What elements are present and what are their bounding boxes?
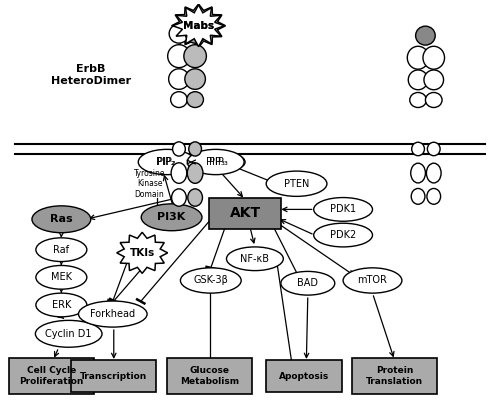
Ellipse shape (314, 223, 372, 247)
Ellipse shape (281, 271, 335, 295)
Text: Cell Cycle
Proliferation: Cell Cycle Proliferation (20, 366, 84, 386)
Text: Raf: Raf (54, 245, 70, 255)
Ellipse shape (36, 238, 87, 262)
Ellipse shape (36, 320, 102, 347)
Text: PTEN: PTEN (284, 179, 309, 189)
Ellipse shape (428, 142, 440, 156)
Text: mTOR: mTOR (358, 276, 388, 285)
Ellipse shape (184, 45, 206, 68)
Polygon shape (172, 5, 225, 47)
Ellipse shape (141, 204, 202, 231)
Ellipse shape (171, 163, 187, 183)
Text: Mabs: Mabs (183, 21, 214, 31)
Text: ErbB
HeteroDimer: ErbB HeteroDimer (50, 64, 131, 86)
Text: BAD: BAD (298, 278, 318, 288)
Ellipse shape (36, 266, 87, 289)
Ellipse shape (408, 46, 429, 69)
Ellipse shape (32, 206, 91, 233)
Text: PIP₃: PIP₃ (208, 157, 228, 167)
Ellipse shape (427, 189, 440, 204)
Ellipse shape (416, 26, 435, 45)
Ellipse shape (172, 142, 186, 156)
Text: Apoptosis: Apoptosis (279, 372, 329, 380)
Ellipse shape (188, 163, 203, 183)
Ellipse shape (426, 163, 441, 183)
Ellipse shape (426, 93, 442, 108)
Ellipse shape (170, 92, 188, 108)
Text: Protein
Translation: Protein Translation (366, 366, 423, 386)
Text: Mabs: Mabs (183, 21, 214, 31)
Text: GSK-3β: GSK-3β (194, 276, 228, 285)
Ellipse shape (187, 92, 204, 108)
Polygon shape (116, 232, 168, 273)
Text: ERK: ERK (52, 300, 71, 310)
Ellipse shape (139, 152, 192, 172)
Ellipse shape (185, 69, 206, 89)
Ellipse shape (169, 24, 189, 43)
Text: PIP₃: PIP₃ (206, 157, 225, 167)
Ellipse shape (172, 189, 186, 206)
Ellipse shape (424, 70, 444, 90)
Ellipse shape (168, 45, 190, 68)
FancyBboxPatch shape (167, 358, 252, 394)
Ellipse shape (412, 142, 424, 156)
Ellipse shape (186, 24, 205, 43)
Text: Tyrosine
Kinase
Domain: Tyrosine Kinase Domain (134, 169, 166, 199)
Ellipse shape (189, 142, 202, 156)
Text: NF-κB: NF-κB (240, 254, 270, 264)
FancyBboxPatch shape (9, 358, 94, 394)
Text: PDK2: PDK2 (330, 230, 356, 240)
FancyBboxPatch shape (266, 360, 342, 392)
Ellipse shape (408, 70, 428, 90)
Text: PIP₂: PIP₂ (158, 157, 176, 167)
Ellipse shape (226, 247, 283, 271)
Ellipse shape (410, 163, 426, 183)
Ellipse shape (314, 197, 372, 221)
Ellipse shape (423, 46, 444, 69)
Text: Forkhead: Forkhead (90, 309, 136, 319)
Polygon shape (172, 4, 226, 48)
Text: PIP₂: PIP₂ (156, 157, 175, 167)
Ellipse shape (266, 171, 327, 196)
Ellipse shape (168, 69, 189, 89)
FancyBboxPatch shape (210, 197, 281, 229)
Text: PDK1: PDK1 (330, 204, 356, 214)
Text: Cyclin D1: Cyclin D1 (46, 329, 92, 339)
Text: TKIs: TKIs (130, 248, 155, 258)
Text: PI3K: PI3K (158, 212, 186, 222)
Ellipse shape (410, 93, 426, 108)
Ellipse shape (188, 150, 244, 174)
Ellipse shape (36, 293, 87, 317)
Ellipse shape (138, 150, 195, 174)
Ellipse shape (180, 268, 241, 293)
Text: MEK: MEK (51, 272, 72, 283)
Ellipse shape (343, 268, 402, 293)
FancyBboxPatch shape (71, 360, 156, 392)
FancyBboxPatch shape (352, 358, 437, 394)
Text: Transcription: Transcription (80, 372, 148, 380)
Ellipse shape (78, 301, 147, 327)
Ellipse shape (191, 152, 245, 172)
Text: AKT: AKT (230, 206, 260, 220)
Text: Glucose
Metabolism: Glucose Metabolism (180, 366, 240, 386)
Text: Ras: Ras (50, 214, 72, 224)
Ellipse shape (411, 189, 425, 204)
Ellipse shape (188, 189, 202, 206)
